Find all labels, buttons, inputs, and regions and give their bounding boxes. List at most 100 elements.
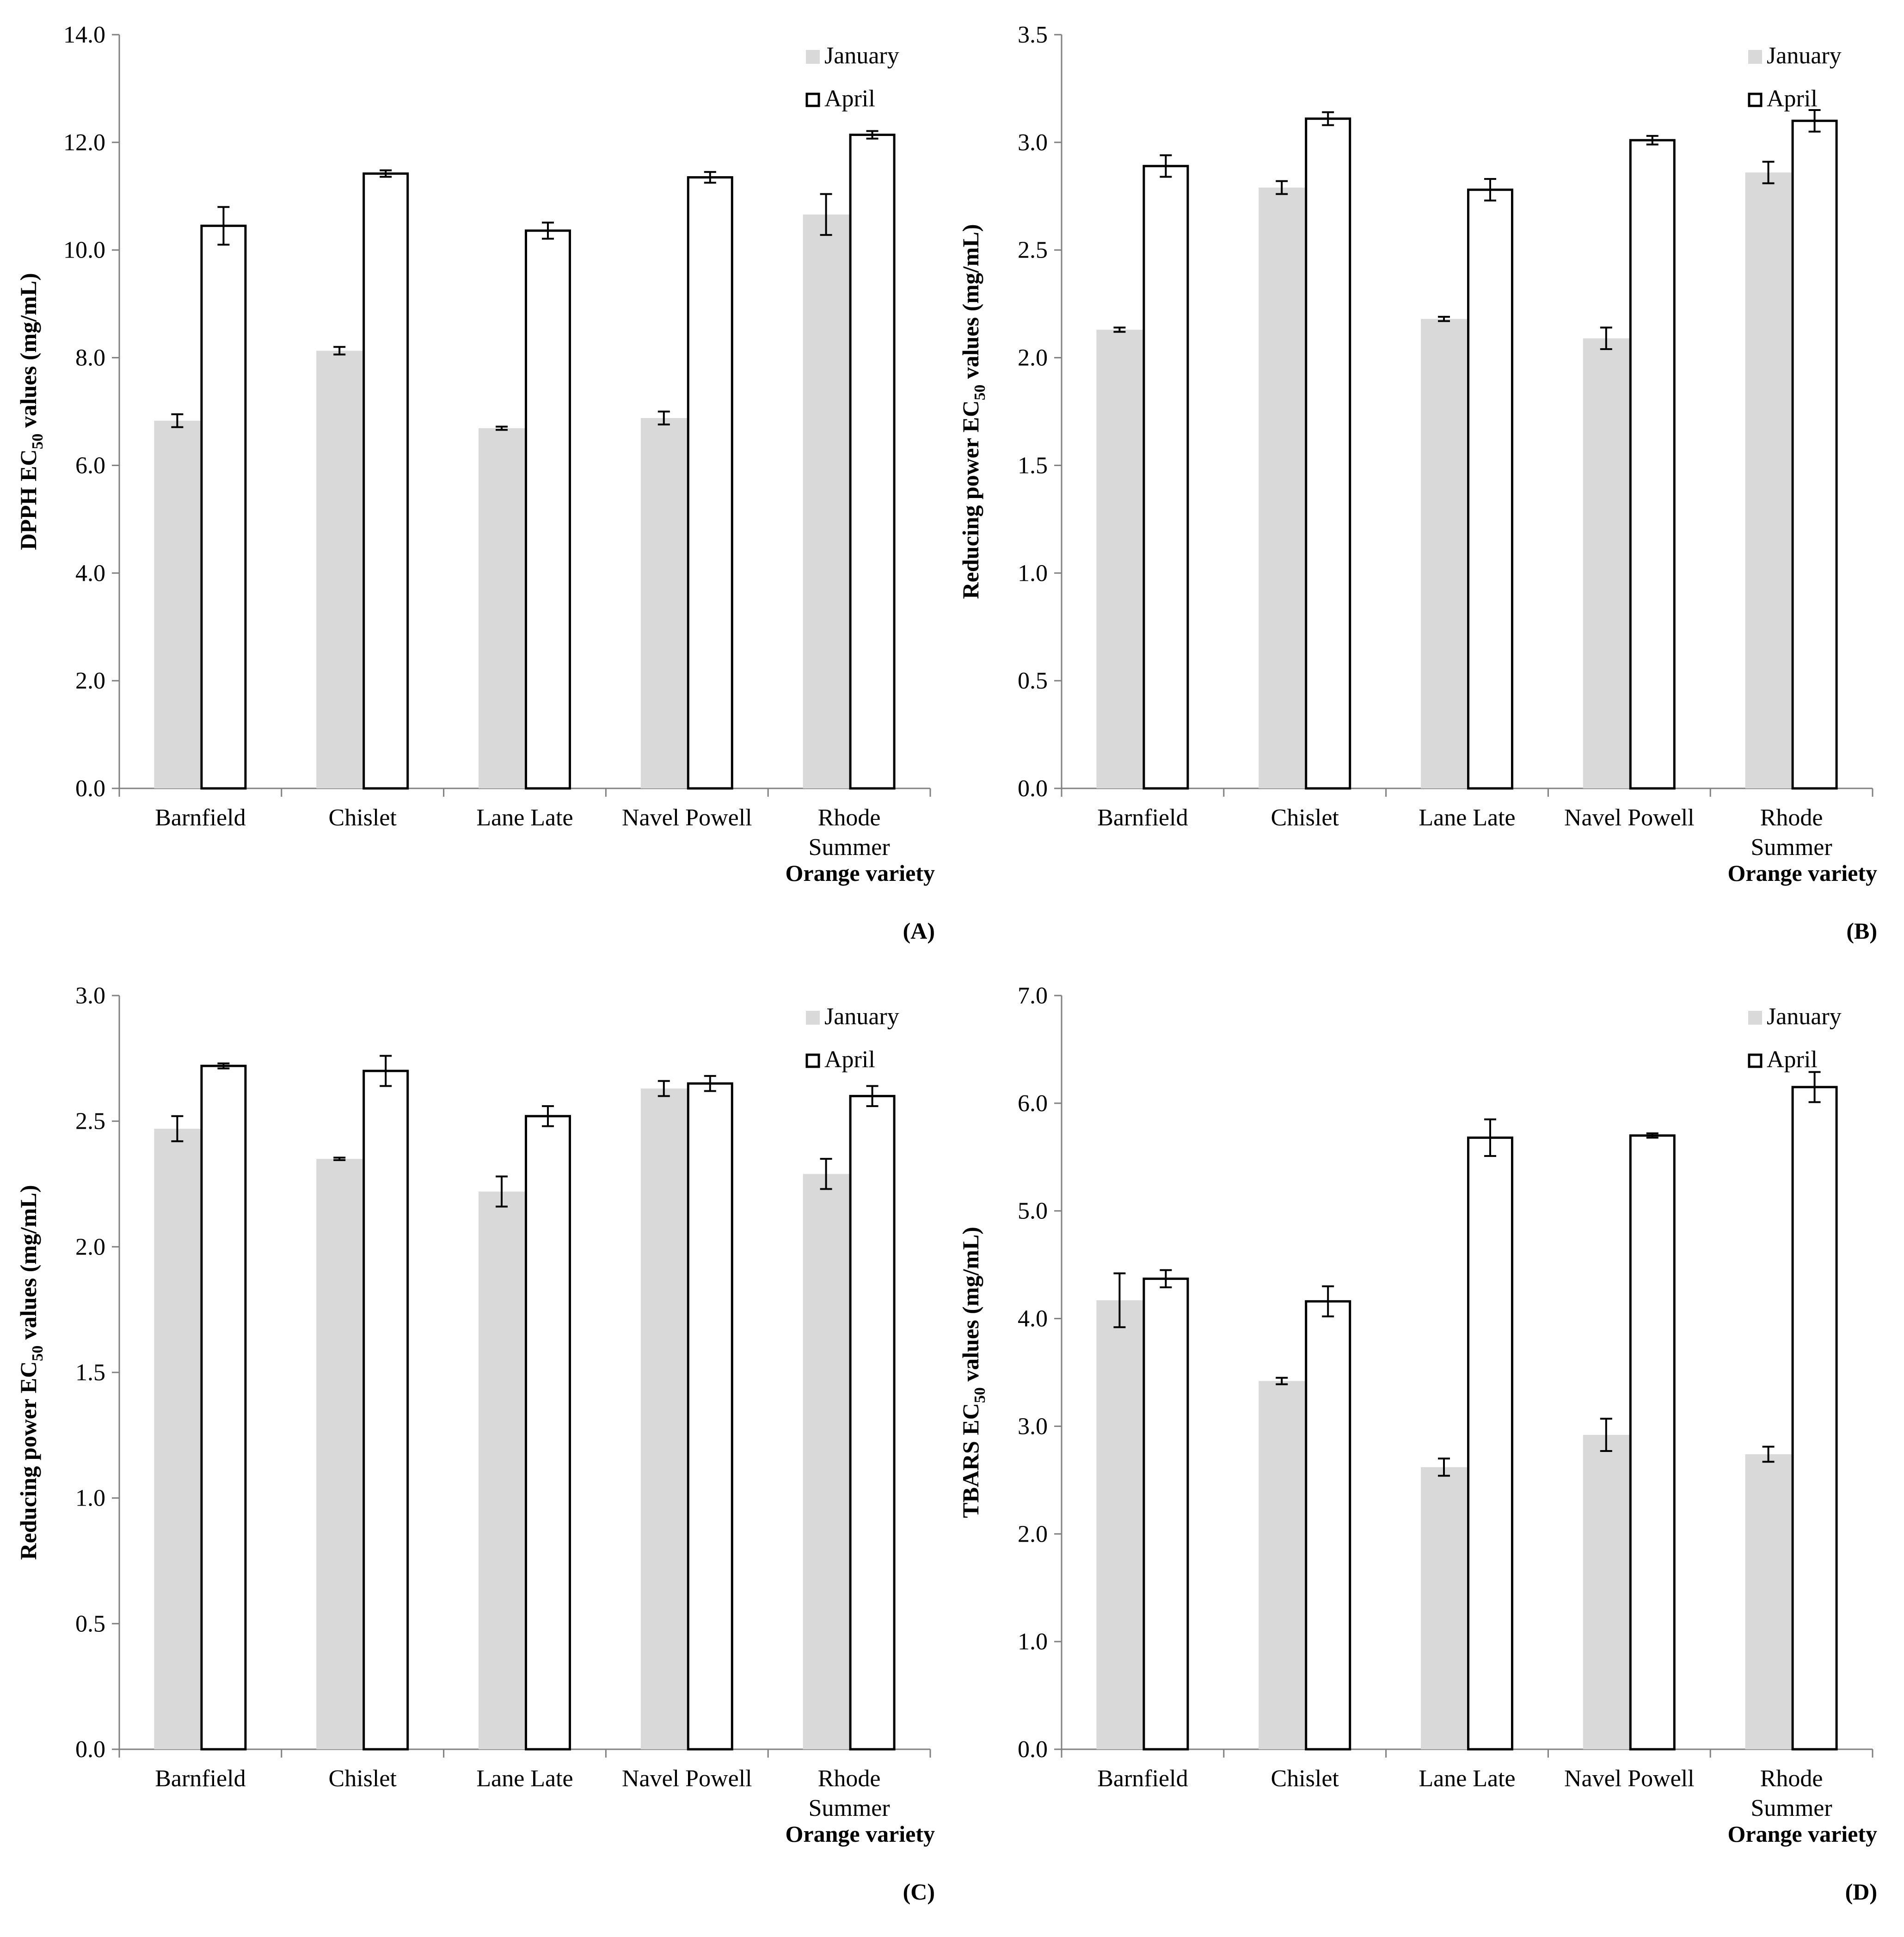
chart-panel-1: 0.0 2.0 4.0 6.0 8.0 10.0 12.0 14.0 Barnfield Chis… (15, 22, 935, 944)
x-category-label-line: Barnfield (1097, 805, 1188, 831)
bar-april (1467, 1136, 1513, 1751)
x-category-label: Rhode Summer (808, 1765, 890, 1821)
bar-january (1421, 1467, 1467, 1749)
y-axis-title-part: values (mg/mL) (15, 1185, 41, 1346)
x-category-label: Rhode Summer (1750, 1765, 1832, 1821)
bar-april (1791, 1086, 1838, 1751)
y-tick-label: 10.0 (63, 237, 105, 264)
bar-january (1096, 1300, 1143, 1749)
legend-label-january: January (824, 1003, 899, 1030)
x-category-label: Lane Late (476, 805, 573, 831)
x-category-label-line: Lane Late (1419, 1765, 1515, 1792)
y-axis-title-subscript: 50 (971, 1387, 989, 1403)
x-category-label: Chislet (1271, 805, 1339, 831)
bar-april (1305, 117, 1351, 790)
y-tick-label: 6.0 (1018, 1090, 1048, 1117)
x-category-label: Navel Powell (622, 1765, 752, 1792)
x-category-label: Chislet (329, 1765, 397, 1792)
bar-january (1259, 1381, 1305, 1749)
bar-april (525, 229, 571, 790)
y-tick-label: 5.0 (1018, 1198, 1048, 1224)
bar-april (525, 1115, 571, 1751)
legend-swatch-january (806, 1011, 820, 1025)
bar-january (479, 1191, 525, 1749)
x-category-label: Rhode Summer (1750, 805, 1832, 861)
legend-label-january: January (1767, 43, 1842, 69)
y-tick-label: 14.0 (63, 22, 105, 48)
y-tick-label: 1.0 (1018, 1629, 1048, 1655)
y-tick-label: 12.0 (63, 129, 105, 156)
bar-april (1629, 139, 1676, 790)
x-category-label: Lane Late (1419, 1765, 1515, 1792)
y-tick-label: 6.0 (75, 452, 105, 479)
x-category-label-line: Rhode (818, 1765, 881, 1792)
x-category-label-line: Barnfield (155, 805, 246, 831)
chart-panel-4: 0.0 1.0 2.0 3.0 4.0 5.0 6.0 7.0 Barnfield Chislet… (958, 983, 1877, 1905)
x-category-label: Lane Late (476, 1765, 573, 1792)
x-category-label-line: Rhode (1760, 805, 1823, 831)
legend-swatch-april (805, 1053, 820, 1068)
y-axis-title-subscript: 50 (971, 385, 989, 400)
x-category-label-line: Summer (808, 1795, 890, 1821)
x-category-label: Navel Powell (1564, 1765, 1695, 1792)
y-tick-label: 2.0 (1018, 345, 1048, 371)
legend-label-april: April (1767, 86, 1818, 112)
bar-april (849, 1095, 896, 1751)
y-axis-title: DPPH EC50 values (mg/mL) (15, 273, 46, 550)
bar-january (154, 420, 201, 788)
bar-january (316, 1159, 363, 1749)
y-tick-label: 2.0 (75, 668, 105, 694)
y-axis-title-part: values (mg/mL) (958, 224, 983, 385)
x-category-label-line: Lane Late (476, 1765, 573, 1792)
x-axis-title: Orange variety (785, 860, 935, 886)
bar-january (640, 1088, 687, 1749)
x-category-label-line: Barnfield (1097, 1765, 1188, 1792)
legend-swatch-january (1748, 1011, 1762, 1025)
y-tick-label: 7.0 (1018, 983, 1048, 1009)
y-axis-title-subscript: 50 (29, 1346, 46, 1361)
x-category-label: Barnfield (1097, 1765, 1188, 1792)
x-category-label-line: Chislet (1271, 805, 1339, 831)
y-axis-title-part: Reducing power EC (958, 400, 983, 599)
x-category-label-line: Rhode (818, 805, 881, 831)
legend-label-april: April (824, 1046, 875, 1073)
y-tick-label: 1.5 (1018, 452, 1048, 479)
bar-april (687, 176, 733, 790)
bar-april (849, 134, 896, 790)
bar-april (1142, 1277, 1189, 1751)
bar-january (479, 428, 525, 788)
x-category-label: Barnfield (155, 805, 246, 831)
legend-label-january: January (1767, 1003, 1842, 1030)
y-tick-label: 0.0 (75, 775, 105, 802)
x-category-label: Navel Powell (622, 805, 752, 831)
bar-january (1421, 319, 1467, 788)
x-category-label-line: Rhode (1760, 1765, 1823, 1792)
y-tick-label: 0.5 (1018, 668, 1048, 694)
panel-label: (B) (1846, 918, 1877, 944)
bar-january (1259, 187, 1305, 789)
y-tick-label: 3.0 (75, 983, 105, 1009)
chart-panel-3: 0.0 0.5 1.0 1.5 2.0 2.5 3.0 Barnfield Chislet Lan… (15, 983, 935, 1905)
x-category-label-line: Lane Late (476, 805, 573, 831)
x-category-label-line: Navel Powell (1564, 1765, 1695, 1792)
x-category-label: Barnfield (1097, 805, 1188, 831)
x-category-label: Lane Late (1419, 805, 1515, 831)
legend-label-january: January (824, 43, 899, 69)
y-tick-label: 0.0 (1018, 775, 1048, 802)
bar-april (687, 1082, 733, 1751)
y-axis-title-subscript: 50 (29, 434, 46, 449)
y-axis-title-part: DPPH EC (15, 449, 41, 550)
bar-april (200, 224, 247, 790)
x-category-label: Chislet (1271, 1765, 1339, 1792)
y-tick-label: 2.5 (75, 1108, 105, 1135)
x-category-label-line: Summer (1750, 834, 1832, 861)
x-category-label-line: Summer (808, 834, 890, 861)
legend-swatch-january (806, 50, 820, 64)
y-tick-label: 4.0 (75, 560, 105, 586)
legend-swatch-april (1748, 1053, 1763, 1068)
bar-april (1467, 188, 1513, 790)
bar-january (316, 351, 363, 788)
y-tick-label: 0.0 (75, 1736, 105, 1763)
legend-swatch-april (805, 92, 820, 107)
